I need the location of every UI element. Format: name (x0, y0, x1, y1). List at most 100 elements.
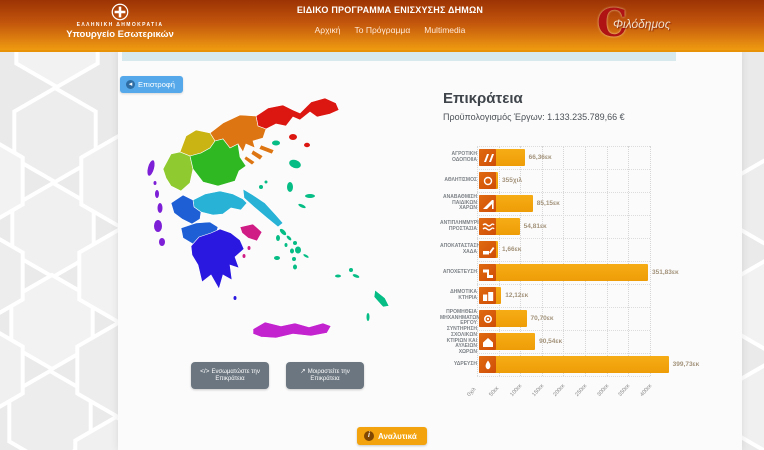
category-label: ΑΠΟΧΕΤΕΥΣΗ (442, 268, 477, 275)
back-button[interactable]: ◂ Επιστροφή (120, 76, 183, 93)
gridline-horizontal (477, 238, 650, 239)
map-region-thessaly[interactable] (189, 138, 247, 187)
gridline-horizontal (477, 284, 650, 285)
value-label: 70,70εκ (530, 315, 554, 322)
sewerage-icon (479, 264, 496, 281)
gridline-horizontal (477, 261, 650, 262)
chart-row: ΑΘΛΗΤΙΣΜΟΣ 355χιλ (440, 169, 745, 192)
info-icon: i (364, 431, 374, 441)
value-label: 1,66εκ (502, 246, 522, 253)
budget-bar-chart: ΑΓΡΟΤΙΚΗ ΟΔΟΠΟΙΙΑ 66,36εκ ΑΘΛΗΤΙΣΜΟΣ 355χιλ… (440, 146, 745, 402)
site-title: ΕΙΔΙΚΟ ΠΡΟΓΡΑΜΜΑ ΕΝΙΣΧΥΣΗΣ ΔΗΜΩΝ (296, 5, 484, 15)
value-label: 66,36εκ (528, 154, 552, 161)
gridline-horizontal (477, 215, 650, 216)
chart-rows: ΑΓΡΟΤΙΚΗ ΟΔΟΠΟΙΙΑ 66,36εκ ΑΘΛΗΤΙΣΜΟΣ 355χιλ… (440, 146, 745, 376)
chart-row: ΔΗΜΟΤΙΚΑ ΚΤΗΡΙΑ 12,12εκ (440, 284, 745, 307)
x-tick-label: 150εκ (531, 383, 546, 398)
category-label: ΥΔΡΕΥΣΗ (453, 360, 477, 367)
playground-icon (479, 195, 496, 212)
value-label: 54,81εκ (523, 223, 547, 230)
flood-protection-icon (479, 218, 496, 235)
map-region-ionian-islands[interactable] (146, 159, 165, 246)
gridline-vertical (649, 146, 651, 376)
gridline-horizontal (477, 376, 650, 377)
share-icon: ↗ (300, 367, 306, 375)
value-label: 90,54εκ (539, 338, 563, 345)
x-tick-label: 300εκ (595, 383, 610, 398)
x-tick-label: 50εκ (487, 385, 500, 398)
gridline-horizontal (477, 169, 650, 170)
chart-row: ΑΠΟΧΕΤΕΥΣΗ 351,83εκ (440, 261, 745, 284)
chart-row: ΠΡΟΜΗΘΕΙΑ ΜΗΧΑΝΗΜΑΤΩΝ ΕΡΓΟΥ 70,70εκ (440, 307, 745, 330)
bar[interactable] (479, 356, 669, 373)
ministry-logo-block[interactable]: ΕΛΛΗΝΙΚΗ ΔΗΜΟΚΡΑΤΙΑ Υπουργείο Εσωτερικών (55, 2, 185, 40)
municipal-buildings-icon (479, 287, 496, 304)
map-region-aegean-islands[interactable] (259, 140, 390, 322)
embed-code-icon: </> (200, 367, 210, 375)
category-label: ΑΝΤΙΠΛΗΜΜΥΡΙΚΗ ΠΡΟΣΤΑΣΙΑ (440, 219, 486, 232)
nav-item-0[interactable]: Αρχική (314, 25, 341, 35)
x-tick-label: 200εκ (552, 383, 567, 398)
filodimos-c-icon: C (597, 0, 628, 45)
map-region-central-greece[interactable] (192, 188, 284, 228)
x-tick-label: 250εκ (574, 383, 589, 398)
back-label: Επιστροφή (138, 80, 175, 89)
main-nav: Αρχική Το Πρόγραμμα Multimedia (240, 25, 540, 35)
value-label: 12,12εκ (505, 292, 529, 299)
gridline-horizontal (477, 307, 650, 308)
category-label: ΑΘΛΗΤΙΣΜΟΣ (444, 176, 477, 183)
share-territory-button[interactable]: ↗ Μοιραστείτε την Επικράτεια (286, 362, 364, 389)
category-label: ΠΡΟΜΗΘΕΙΑ ΜΗΧΑΝΗΜΑΤΩΝ ΕΡΓΟΥ (440, 308, 480, 327)
value-label: 355χιλ (502, 177, 523, 184)
chart-row: ΑΝΑΒΑΘΜΙΣΗ ΠΑΙΔΙΚΩΝ ΧΑΡΩΝ 85,15εκ (440, 192, 745, 215)
sports-icon (479, 172, 496, 189)
filodimos-logo[interactable]: C Φιλόδημος (597, 3, 707, 47)
category-label: ΑΠΟΚΑΤΑΣΤΑΣΗ ΧΑΔΑ (440, 242, 481, 255)
map-region-epirus[interactable] (162, 151, 194, 192)
details-button[interactable]: i Αναλυτικά (357, 427, 427, 445)
back-icon: ◂ (126, 80, 135, 89)
chart-row: ΑΝΤΙΠΛΗΜΜΥΡΙΚΗ ΠΡΟΣΤΑΣΙΑ 54,81εκ (440, 215, 745, 238)
map-region-central-macedonia[interactable] (209, 114, 275, 166)
category-label: ΑΝΑΒΑΘΜΙΣΗ ΠΑΙΔΙΚΩΝ ΧΑΡΩΝ (443, 193, 477, 212)
landfill-restoration-icon (479, 241, 496, 258)
chart-row: ΑΓΡΟΤΙΚΗ ΟΔΟΠΟΙΙΑ 66,36εκ (440, 146, 745, 169)
value-label: 85,15εκ (536, 200, 560, 207)
filodimos-label: Φιλόδημος (613, 17, 671, 31)
embed-territory-button[interactable]: </> Ενσωματώστε την Επικράτεια (191, 362, 269, 389)
water-supply-icon (479, 356, 496, 373)
chart-row: ΑΠΟΚΑΤΑΣΤΑΣΗ ΧΑΔΑ 1,66εκ (440, 238, 745, 261)
x-tick-label: 0χιλ (466, 386, 478, 398)
value-label: 399,73εκ (672, 361, 700, 368)
nav-item-2[interactable]: Multimedia (424, 25, 466, 35)
nav-item-1[interactable]: Το Πρόγραμμα (354, 25, 411, 35)
machinery-icon (479, 310, 496, 327)
gridline-horizontal (477, 192, 650, 193)
x-tick-label: 100εκ (509, 383, 524, 398)
map-region-peloponnese[interactable] (190, 228, 245, 300)
map-region-east-macedonia-thrace[interactable] (255, 97, 340, 148)
header-center: ΕΙΔΙΚΟ ΠΡΟΓΡΑΜΜΑ ΕΝΙΣΧΥΣΗΣ ΔΗΜΩΝ Αρχική Τ… (240, 0, 540, 35)
category-label: ΑΓΡΟΤΙΚΗ ΟΔΟΠΟΙΙΑ (451, 150, 477, 163)
chart-row: ΥΔΡΕΥΣΗ 399,73εκ (440, 353, 745, 376)
chart-grid (440, 146, 745, 378)
school-buildings-icon (479, 333, 496, 350)
card-top-strip (122, 50, 676, 61)
header: ΕΛΛΗΝΙΚΗ ΔΗΜΟΚΡΑΤΙΑ Υπουργείο Εσωτερικών… (0, 0, 764, 52)
gridline-horizontal (477, 330, 650, 331)
greece-map[interactable] (143, 86, 413, 351)
gridline-horizontal (477, 353, 650, 354)
x-tick-label: 400εκ (639, 383, 654, 398)
x-tick-label: 350εκ (617, 383, 632, 398)
page-title: Επικράτεια (443, 90, 523, 107)
bar[interactable] (479, 264, 648, 281)
ministry-small-label: ΕΛΛΗΝΙΚΗ ΔΗΜΟΚΡΑΤΙΑ (76, 22, 164, 28)
gridline-horizontal (477, 146, 650, 147)
map-region-crete[interactable] (252, 321, 332, 339)
map-region-attica[interactable] (239, 223, 263, 258)
budget-subtitle: Προϋπολογισμός Έργων: 1.133.235.789,66 € (443, 112, 625, 122)
greek-emblem-icon (111, 3, 129, 21)
ministry-large-label: Υπουργείο Εσωτερικών (66, 29, 174, 40)
category-label: ΔΗΜΟΤΙΚΑ ΚΤΗΡΙΑ (450, 288, 477, 301)
